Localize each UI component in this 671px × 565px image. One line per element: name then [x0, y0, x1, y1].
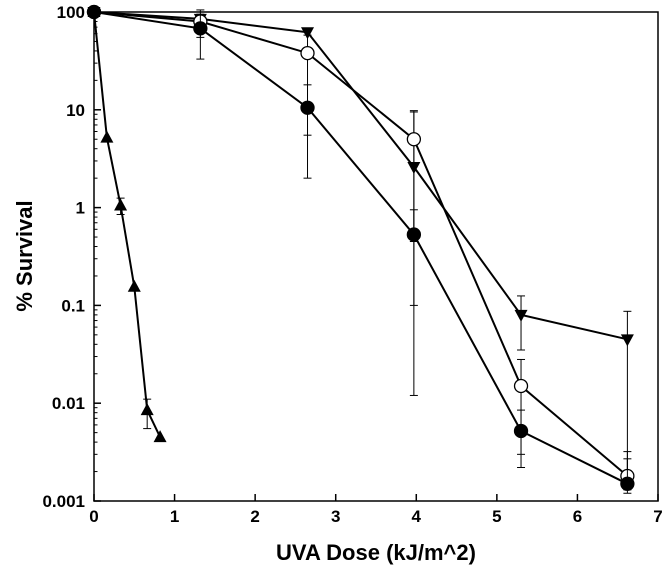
- y-tick-label: 0.001: [42, 492, 85, 511]
- x-tick-label: 1: [170, 507, 179, 526]
- series-line: [93, 11, 628, 485]
- x-axis-title: UVA Dose (kJ/m^2): [276, 540, 476, 565]
- data-point: [114, 198, 128, 211]
- x-tick-label: 4: [412, 507, 422, 526]
- data-point: [406, 132, 422, 147]
- x-tick-label: 7: [653, 507, 662, 526]
- y-tick-label: 0.1: [61, 296, 85, 315]
- data-point: [406, 227, 422, 242]
- series-2: [87, 7, 634, 473]
- y-axis-title: % Survival: [12, 200, 37, 311]
- x-axis-ticks: 0 1 2 3 4 5 6 7: [89, 494, 663, 526]
- data-point: [86, 4, 102, 20]
- x-tick-label: 3: [331, 507, 340, 526]
- data-point: [513, 423, 529, 439]
- data-point: [100, 130, 114, 143]
- series-line: [93, 11, 628, 341]
- plot-frame: [93, 11, 659, 502]
- y-tick-label: 10: [66, 101, 85, 120]
- series-layer: [86, 4, 635, 494]
- x-tick-label: 0: [89, 507, 98, 526]
- y-tick-label: 1: [76, 199, 85, 218]
- data-point: [153, 430, 167, 443]
- data-point: [300, 45, 315, 61]
- data-point: [514, 309, 528, 322]
- series-1: [87, 5, 167, 443]
- x-tick-label: 6: [573, 507, 582, 526]
- series-line: [93, 11, 162, 438]
- y-tick-label: 100: [57, 3, 85, 22]
- data-point: [620, 334, 634, 347]
- series-3: [86, 4, 635, 494]
- data-point: [300, 100, 315, 115]
- x-tick-label: 2: [250, 507, 259, 526]
- data-point: [301, 27, 315, 40]
- series-4: [86, 4, 635, 491]
- data-point: [127, 279, 141, 292]
- y-tick-label: 0.01: [52, 394, 85, 413]
- data-point: [140, 403, 154, 416]
- y-axis-ticks: 100 10 1 0.1 0.01 0.001: [42, 3, 101, 511]
- data-point: [620, 476, 635, 491]
- data-point: [193, 21, 208, 36]
- series-line: [93, 11, 629, 477]
- x-tick-label: 5: [492, 507, 501, 526]
- data-point: [513, 378, 529, 394]
